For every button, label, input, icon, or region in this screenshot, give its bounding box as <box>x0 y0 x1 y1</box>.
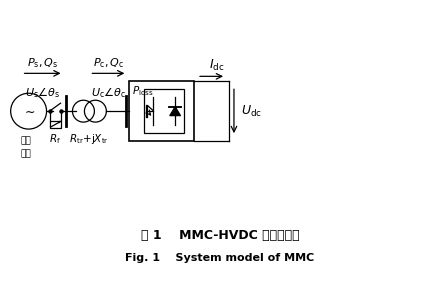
Text: $U_{\mathrm{dc}}$: $U_{\mathrm{dc}}$ <box>241 104 262 119</box>
Text: 交流: 交流 <box>20 136 31 145</box>
Bar <box>129 81 194 141</box>
FancyArrow shape <box>59 121 60 123</box>
Text: $R_{\mathrm{tr}}$+j$X_{\mathrm{tr}}$: $R_{\mathrm{tr}}$+j$X_{\mathrm{tr}}$ <box>70 132 109 146</box>
Text: $I_{\mathrm{dc}}$: $I_{\mathrm{dc}}$ <box>209 58 224 73</box>
Text: 系统: 系统 <box>20 149 31 158</box>
Polygon shape <box>170 107 180 116</box>
Text: $\sim$: $\sim$ <box>22 105 35 118</box>
Text: 图 1    MMC-HVDC 换流站模型: 图 1 MMC-HVDC 换流站模型 <box>141 229 299 242</box>
Text: $P_{\mathrm{s}},Q_{\mathrm{s}}$: $P_{\mathrm{s}},Q_{\mathrm{s}}$ <box>27 56 58 70</box>
Text: $P_{\mathrm{loss}}$: $P_{\mathrm{loss}}$ <box>132 84 153 98</box>
Text: $U_{\mathrm{c}}\angle\theta_{\mathrm{c}}$: $U_{\mathrm{c}}\angle\theta_{\mathrm{c}}… <box>91 85 126 100</box>
Bar <box>144 89 184 133</box>
Bar <box>49 121 60 128</box>
Text: $U_{\mathrm{s}}\angle\theta_{\mathrm{s}}$: $U_{\mathrm{s}}\angle\theta_{\mathrm{s}}… <box>25 85 60 100</box>
Text: $P_{\mathrm{c}},Q_{\mathrm{c}}$: $P_{\mathrm{c}},Q_{\mathrm{c}}$ <box>93 56 124 70</box>
Text: Fig. 1    System model of MMC: Fig. 1 System model of MMC <box>125 253 314 263</box>
Text: $R_{\mathrm{f}}$: $R_{\mathrm{f}}$ <box>49 132 61 146</box>
